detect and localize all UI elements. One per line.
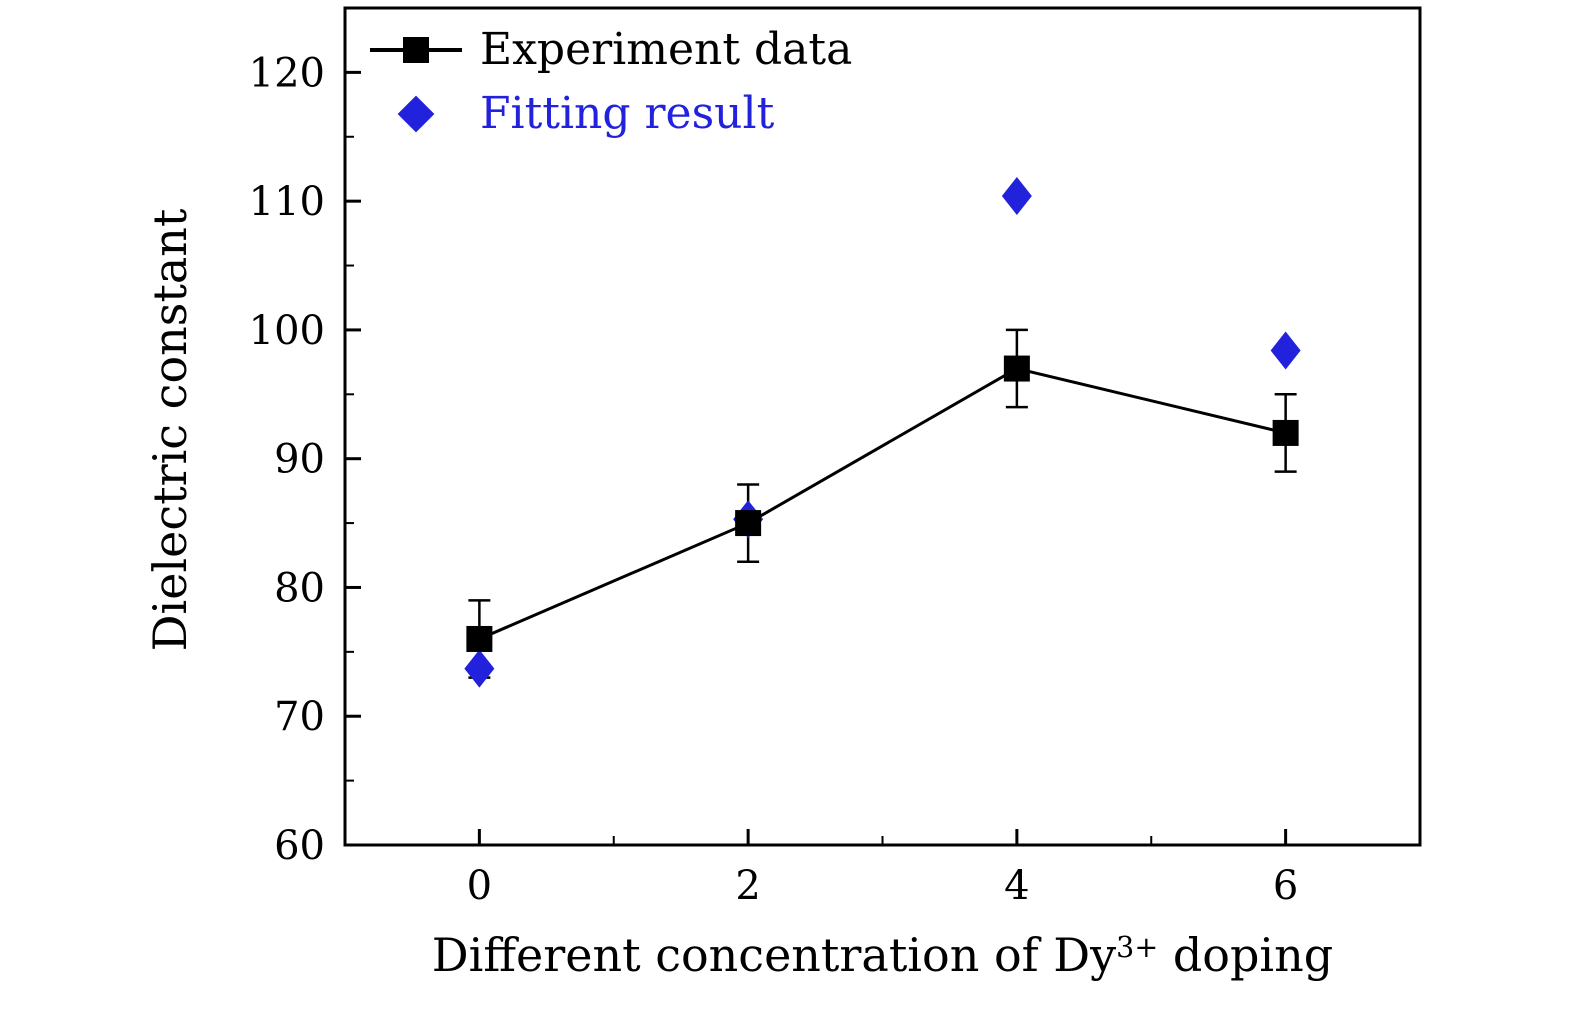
- x-tick-label: 0: [467, 863, 492, 909]
- legend-diamond-marker-icon: [397, 95, 435, 133]
- plot-frame: [343, 6, 1422, 847]
- y-tick-label: 70: [274, 694, 325, 740]
- y-tick-label: 110: [249, 179, 325, 225]
- x-axis-label-superscript: 3+: [1116, 931, 1159, 964]
- y-tick-label: 120: [249, 50, 325, 96]
- fitting-diamond-marker-icon: [368, 94, 464, 134]
- experiment-line-square-marker-icon: [368, 30, 464, 70]
- data-point-diamond: [464, 649, 495, 688]
- legend-label-experiment: Experiment data: [480, 24, 853, 75]
- x-axis-label: Different concentration of Dy3+ doping: [345, 928, 1420, 982]
- legend-square-marker-icon: [403, 37, 429, 63]
- x-axis-label-text: Different concentration of Dy: [431, 928, 1117, 982]
- legend-item-experiment-data: Experiment data: [368, 22, 852, 78]
- data-point-square: [466, 625, 493, 652]
- legend-item-fitting-result: Fitting result: [368, 86, 852, 142]
- x-tick-label: 6: [1273, 863, 1298, 909]
- y-axis-label: Dielectric constant: [143, 208, 197, 652]
- x-axis-label-suffix: doping: [1158, 928, 1334, 982]
- data-point-square: [1003, 355, 1030, 382]
- series-line: [478, 366, 1286, 641]
- data-point-diamond: [1270, 331, 1301, 370]
- y-tick-label: 80: [274, 565, 325, 611]
- data-point-diamond: [1001, 177, 1032, 216]
- x-tick-label: 2: [735, 863, 760, 909]
- legend: Experiment data Fitting result: [368, 22, 852, 142]
- x-tick-label: 4: [1004, 863, 1029, 909]
- data-point-square: [735, 510, 762, 537]
- data-point-square: [1272, 419, 1299, 446]
- legend-label-fitting: Fitting result: [480, 88, 775, 139]
- y-tick-label: 100: [249, 308, 325, 354]
- y-tick-label: 90: [274, 437, 325, 483]
- y-tick-label: 60: [274, 823, 325, 869]
